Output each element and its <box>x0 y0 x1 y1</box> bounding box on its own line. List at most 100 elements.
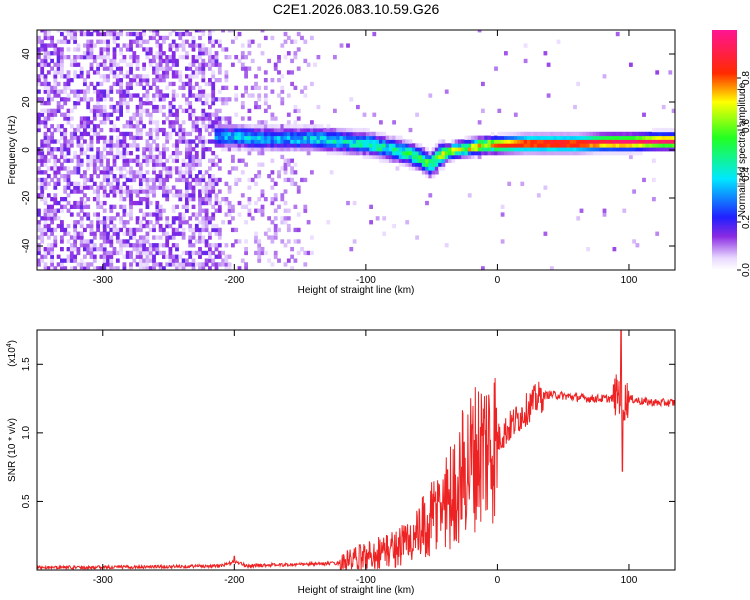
spectrogram-y-tick-label: -20 <box>21 190 32 205</box>
spectrogram-cell <box>165 139 170 144</box>
spectrogram-cell <box>201 208 206 213</box>
spectrogram-cell <box>303 177 308 183</box>
spectrogram-cell <box>329 147 334 152</box>
spectrogram-cell <box>346 127 350 133</box>
spectrogram-cell <box>224 124 229 129</box>
spectrogram-cell <box>240 55 245 60</box>
spectrogram-cell <box>201 151 206 156</box>
spectrogram-cell <box>477 151 482 156</box>
spectrogram-cell <box>135 154 140 160</box>
spectrogram-cell <box>375 151 380 156</box>
spectrogram-cell <box>106 266 110 270</box>
spectrogram-cell <box>326 127 331 133</box>
spectrogram-cell <box>214 266 219 270</box>
spectrogram-cell <box>66 193 71 198</box>
spectrogram-cell <box>629 143 633 148</box>
spectrogram-cell <box>188 174 193 179</box>
spectrogram-cell <box>152 212 156 217</box>
spectrogram-cell <box>112 62 117 67</box>
spectrogram-cell <box>46 227 51 233</box>
spectrogram-cell <box>411 151 416 156</box>
spectrogram-cell <box>142 243 146 248</box>
spectrogram-cell <box>408 158 413 163</box>
spectrogram-cell <box>50 66 54 71</box>
spectrogram-cell <box>158 47 163 52</box>
spectrogram-cell <box>86 31 91 37</box>
spectrogram-cell <box>500 143 505 148</box>
spectrogram-cell <box>642 143 646 148</box>
spectrogram-cell <box>155 235 160 240</box>
spectrogram-cell <box>122 212 127 217</box>
spectrogram-cell <box>573 147 577 152</box>
spectrogram-cell <box>46 151 51 156</box>
spectrogram-cell <box>247 124 252 129</box>
spectrogram-cell <box>60 151 64 156</box>
spectrogram-cell <box>665 131 669 137</box>
spectrogram-cell <box>53 47 58 52</box>
spectrogram-cell <box>211 55 216 60</box>
spectrogram-cell <box>171 81 176 87</box>
spectrogram-cell <box>109 227 114 233</box>
spectrogram-cell <box>188 170 193 175</box>
spectrogram-cell <box>569 131 574 137</box>
spectrogram-cell <box>119 58 123 64</box>
spectrogram-cell <box>306 250 311 256</box>
spectrogram-cell <box>303 135 308 140</box>
spectrogram-cell <box>313 143 317 148</box>
spectrogram-cell <box>346 143 350 148</box>
spectrogram-cell <box>201 197 206 202</box>
spectrogram-cell <box>267 235 271 240</box>
spectrogram-cell <box>112 158 117 163</box>
spectrogram-cell <box>165 70 170 75</box>
spectrogram-cell <box>40 239 45 244</box>
spectrogram-cell <box>208 47 212 52</box>
spectrogram-cell <box>96 97 100 102</box>
spectrogram-cell <box>102 174 107 179</box>
spectrogram-cell <box>122 197 127 202</box>
spectrogram-cell <box>112 31 117 37</box>
spectrogram-cell <box>122 151 127 156</box>
spectrogram-cell <box>671 147 675 152</box>
spectrogram-cell <box>73 93 77 98</box>
spectrogram-cell <box>277 143 281 148</box>
spectrogram-cell <box>231 204 235 209</box>
spectrogram-cell <box>286 70 291 75</box>
spectrogram-cell <box>642 139 646 144</box>
spectrogram-cell <box>504 147 508 152</box>
spectrogram-cell <box>122 124 127 129</box>
spectrogram-cell <box>178 174 183 179</box>
spectrogram-cell <box>385 143 390 148</box>
spectrogram-cell <box>73 30 77 33</box>
spectrogram-cell <box>250 135 255 140</box>
spectrogram-cell <box>379 147 383 152</box>
spectrogram-cell <box>319 139 324 144</box>
colorbar: 0.00.20.40.60.8 Normalized spectral ampl… <box>712 30 750 277</box>
spectrogram-cell <box>306 147 311 152</box>
spectrogram-cell <box>79 216 84 221</box>
spectrogram-cell <box>56 30 61 33</box>
spectrogram-cell <box>165 85 170 90</box>
spectrogram-cell <box>329 135 334 140</box>
spectrogram-cell <box>484 143 489 148</box>
spectrogram-cell <box>231 39 235 44</box>
spectrogram-cell <box>431 147 436 152</box>
spectrogram-cell <box>481 151 485 156</box>
spectrogram-cell <box>277 135 281 140</box>
spectrogram-cell <box>323 143 327 148</box>
spectrogram-cell <box>171 74 176 79</box>
spectrogram-cell <box>270 116 275 121</box>
spectrogram-cell <box>191 93 196 98</box>
spectrogram-cell <box>431 166 436 171</box>
spectrogram-cell <box>135 55 140 60</box>
spectrogram-cell <box>559 131 564 137</box>
spectrogram-cell <box>500 135 505 140</box>
spectrogram-cell <box>83 81 87 87</box>
spectrogram-cell <box>605 151 610 156</box>
spectrogram-cell <box>375 135 380 140</box>
spectrogram-cell <box>224 135 229 140</box>
spectrogram-cell <box>333 151 337 156</box>
spectrogram-cell <box>194 127 199 133</box>
spectrogram-cell <box>638 135 643 140</box>
spectrogram-cell <box>306 220 311 225</box>
